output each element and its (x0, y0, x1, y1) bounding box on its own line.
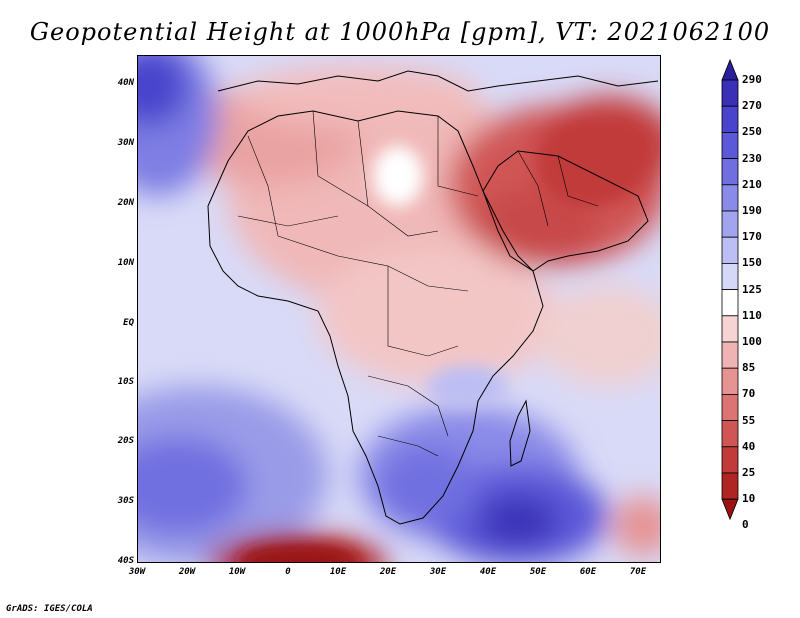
lat-label-10s: 10S (117, 377, 134, 387)
colorbar-swatch (721, 367, 739, 395)
colorbar-swatch (721, 105, 739, 133)
colorbar (721, 58, 739, 521)
coastlines (207, 70, 659, 525)
colorbar-level-label: 250 (742, 125, 762, 139)
lon-label-10w: 10W (228, 567, 246, 577)
colorbar-level-label: 125 (742, 282, 762, 296)
colorbar-top-arrow (721, 58, 739, 81)
lat-label-20s: 20S (117, 436, 134, 446)
colorbar-level-label: 230 (742, 151, 762, 165)
lon-label-60e: 60E (579, 567, 597, 577)
lat-label-30s: 30S (117, 496, 134, 506)
colorbar-swatch (721, 262, 739, 290)
colorbar-level-label: 40 (742, 439, 756, 453)
colorbar-level-label: 270 (742, 99, 762, 113)
colorbar-level-label: 0 (742, 518, 749, 532)
lat-label-10n: 10N (117, 258, 134, 268)
colorbar-level-label: 170 (742, 230, 762, 244)
colorbar-level-label: 210 (742, 177, 762, 191)
colorbar-swatch (721, 420, 739, 448)
colorbar-swatch (721, 472, 739, 500)
lat-label-40s: 40S (117, 556, 134, 566)
colorbar-swatch (721, 446, 739, 474)
lon-label-20e: 20E (379, 567, 397, 577)
colorbar-swatch (721, 132, 739, 160)
colorbar-swatch (721, 210, 739, 238)
colorbar-level-label: 85 (742, 361, 756, 375)
colorbar-level-label: 290 (742, 73, 762, 86)
lon-label-20w: 20W (178, 567, 196, 577)
colorbar-level-label: 190 (742, 204, 762, 217)
footer-credit: GrADS: IGES/COLA (6, 604, 93, 614)
lon-label-0: 0 (285, 567, 291, 577)
colorbar-swatch (721, 236, 739, 264)
colorbar-level-label: 110 (742, 308, 762, 322)
map-plot (137, 55, 661, 563)
lon-label-10e: 10E (329, 567, 347, 577)
geopotential-field (138, 56, 660, 562)
country-borders (237, 110, 599, 457)
lon-label-50e: 50E (529, 567, 547, 577)
colorbar-swatch (721, 289, 739, 317)
lon-label-30w: 30W (128, 567, 146, 577)
colorbar-bottom-arrow (721, 498, 739, 521)
colorbar-swatch (721, 79, 739, 107)
lon-label-70e: 70E (629, 567, 647, 577)
lat-label-30n: 30N (117, 138, 134, 148)
map-title: Geopotential Height at 1000hPa [gpm], VT… (29, 18, 771, 46)
colorbar-level-label: 10 (742, 492, 756, 506)
lon-label-40e: 40E (479, 567, 497, 577)
colorbar-level-label: 55 (742, 413, 756, 427)
colorbar-swatch (721, 184, 739, 212)
lat-label-40n: 40N (117, 78, 134, 88)
lat-label-20n: 20N (117, 198, 134, 208)
colorbar-swatch (721, 393, 739, 421)
colorbar-level-label: 150 (742, 256, 762, 270)
colorbar-swatch (721, 315, 739, 343)
colorbar-level-label: 100 (742, 335, 762, 348)
lon-label-30e: 30E (429, 567, 447, 577)
colorbar-level-label: 25 (742, 466, 756, 479)
colorbar-swatch (721, 341, 739, 369)
lat-label-eq: EQ (123, 318, 134, 328)
colorbar-swatch (721, 158, 739, 186)
colorbar-level-label: 70 (742, 387, 756, 401)
